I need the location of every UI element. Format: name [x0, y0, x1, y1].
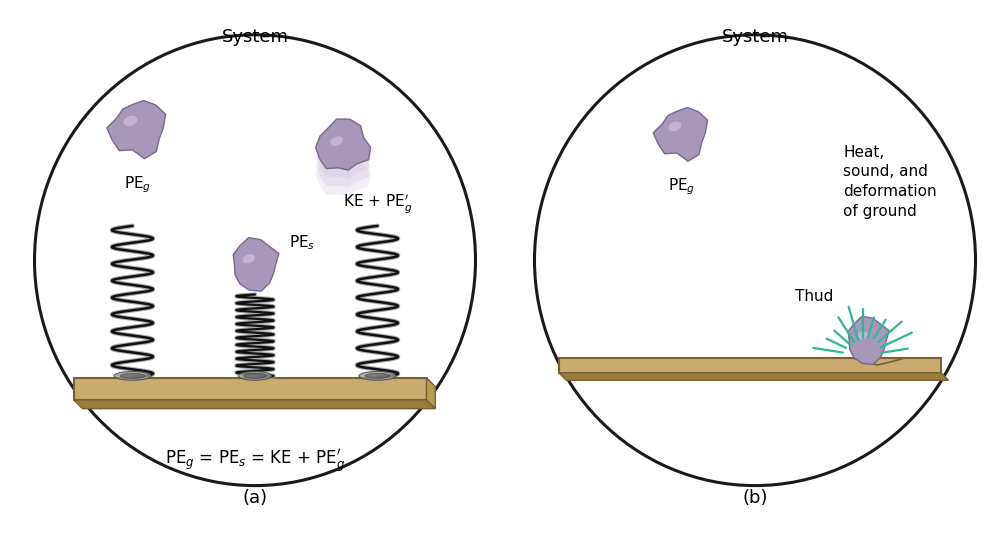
Text: PE$_s$: PE$_s$ — [289, 234, 316, 252]
Polygon shape — [559, 358, 941, 373]
Polygon shape — [316, 128, 371, 179]
Ellipse shape — [123, 116, 137, 126]
Text: System: System — [222, 28, 288, 46]
Ellipse shape — [244, 374, 266, 379]
Text: PE$_g$: PE$_g$ — [668, 177, 695, 197]
Polygon shape — [316, 137, 371, 188]
Ellipse shape — [857, 331, 868, 339]
Polygon shape — [559, 373, 949, 380]
Text: PE$_g$ = PE$_s$ = KE + PE$_g'$: PE$_g$ = PE$_s$ = KE + PE$_g'$ — [165, 447, 345, 475]
Polygon shape — [316, 145, 371, 197]
Ellipse shape — [330, 136, 343, 146]
Text: PE$_g$: PE$_g$ — [124, 175, 151, 195]
Text: System: System — [722, 28, 788, 46]
Polygon shape — [316, 119, 371, 170]
Ellipse shape — [114, 371, 151, 380]
Text: Thud: Thud — [795, 289, 833, 305]
Polygon shape — [426, 378, 435, 409]
Polygon shape — [74, 378, 426, 400]
Polygon shape — [74, 400, 435, 409]
Polygon shape — [107, 101, 166, 159]
Polygon shape — [653, 107, 708, 161]
Polygon shape — [233, 237, 279, 291]
Ellipse shape — [365, 374, 390, 379]
Ellipse shape — [238, 371, 272, 380]
Text: Heat,
sound, and
deformation
of ground: Heat, sound, and deformation of ground — [843, 144, 937, 219]
Text: (b): (b) — [742, 489, 768, 507]
Ellipse shape — [243, 254, 255, 263]
Text: (a): (a) — [242, 489, 268, 507]
Ellipse shape — [669, 122, 681, 131]
Ellipse shape — [359, 371, 396, 380]
Text: KE + PE$_g'$: KE + PE$_g'$ — [343, 192, 412, 214]
Polygon shape — [848, 316, 889, 364]
Ellipse shape — [120, 374, 145, 379]
